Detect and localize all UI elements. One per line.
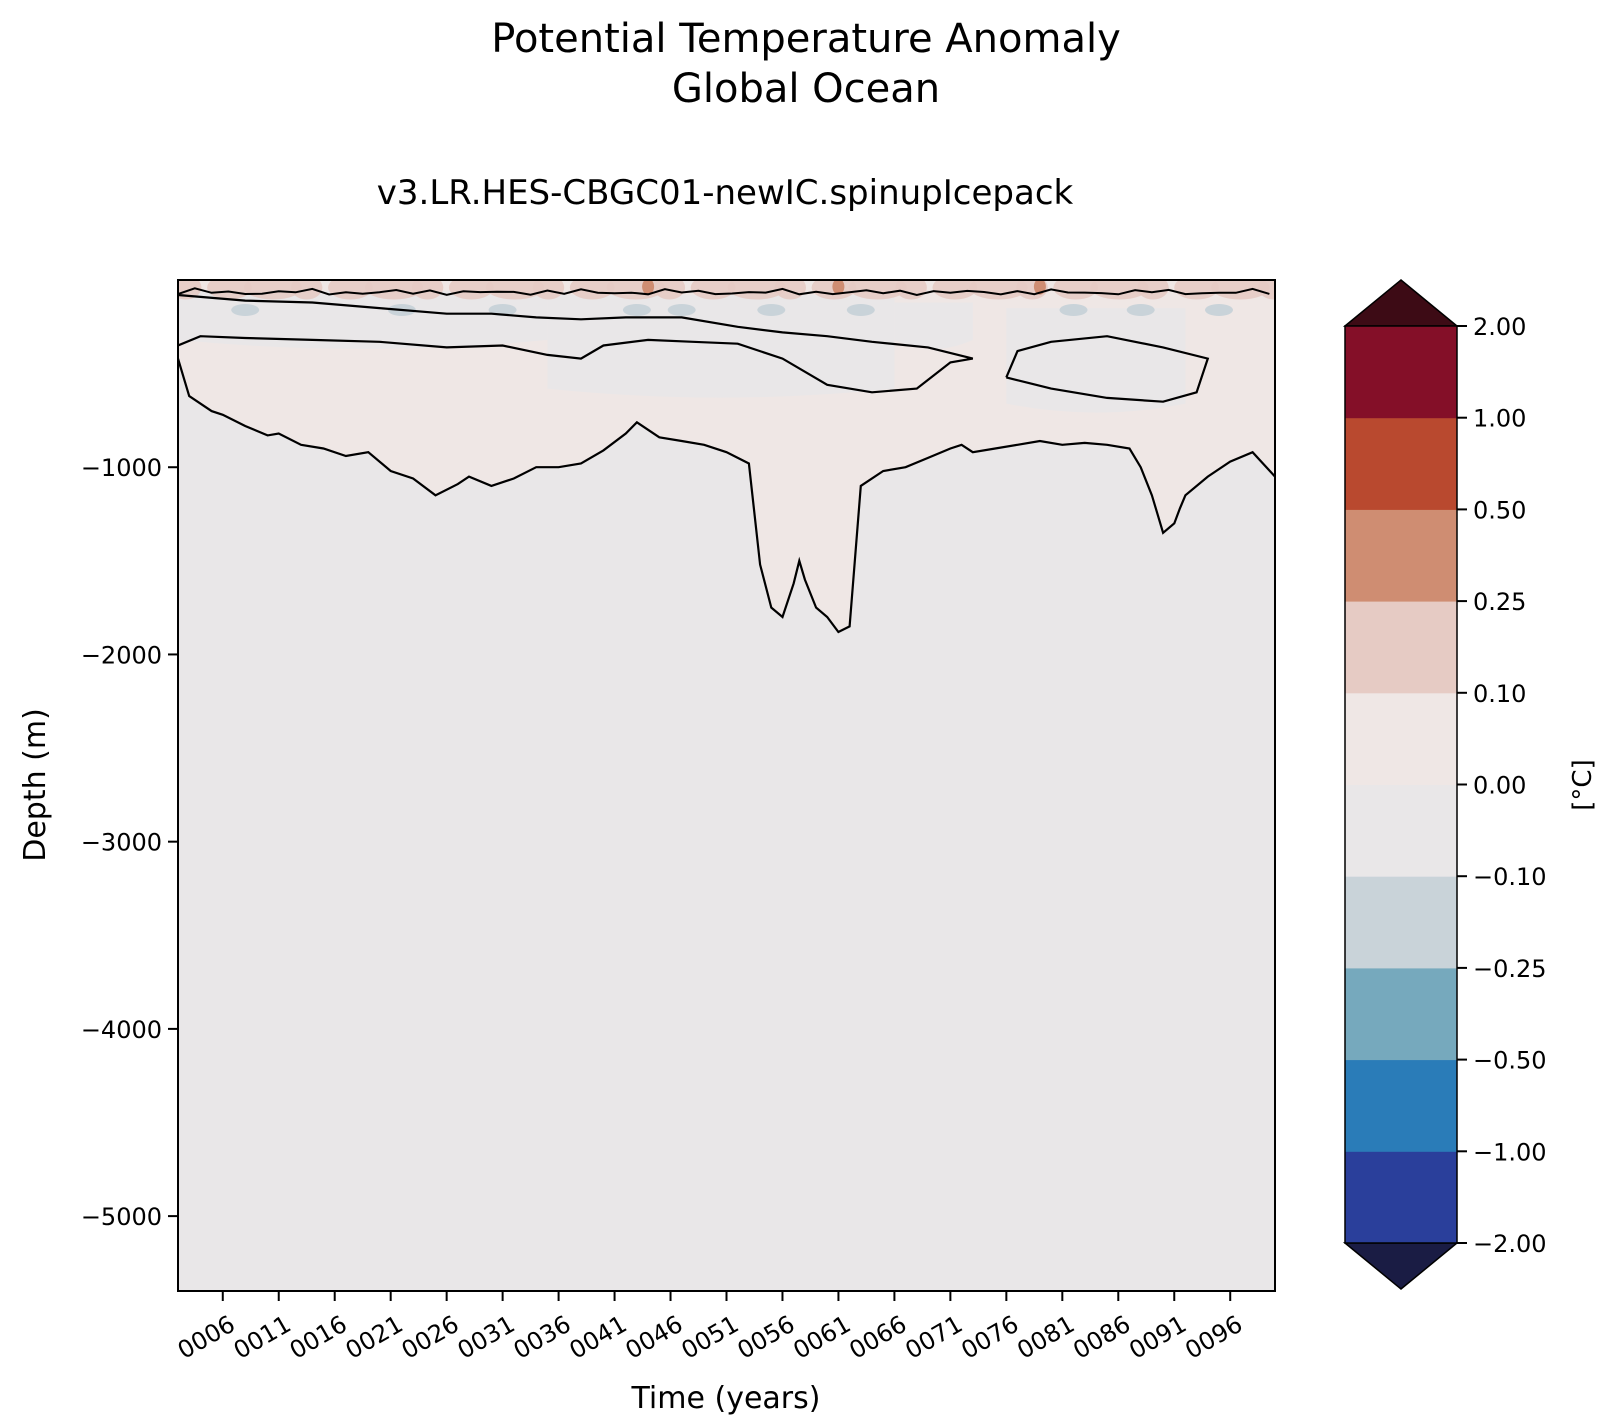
colorbar-over-arrow (1342, 279, 1460, 327)
surface-warm-patch (448, 280, 494, 300)
surface-cool-patch (846, 304, 875, 316)
y-tick-label: −3000 (81, 829, 162, 857)
x-tick-label: 0046 (621, 1310, 688, 1365)
chart-subtitle: v3.LR.HES-CBGC01-newIC.spinupIcepack (377, 173, 1074, 213)
colorbar-tick-label: 2.00 (1473, 313, 1526, 341)
surface-warm-patch (1137, 280, 1169, 300)
colorbar-tick-label: 0.00 (1473, 772, 1526, 800)
anomaly-field (178, 280, 1275, 632)
colorbar-under-arrow (1342, 1242, 1460, 1290)
surface-warm-patch (1258, 280, 1275, 300)
surface-warm-patch (1211, 280, 1270, 300)
x-tick-label: 0056 (733, 1310, 800, 1365)
colorbar-band (1345, 601, 1457, 694)
chart-title: Potential Temperature Anomaly (491, 16, 1121, 62)
colorbar-band (1345, 967, 1457, 1061)
x-tick-label: 0011 (229, 1310, 296, 1365)
x-tick-label: 0076 (956, 1310, 1023, 1365)
x-tick-label: 0026 (397, 1310, 464, 1365)
x-tick-label: 0041 (565, 1310, 632, 1365)
surface-hot-spot (642, 280, 655, 295)
surface-cool-patch (667, 304, 696, 316)
surface-cool-patch (622, 304, 651, 316)
colorbar-tick-label: −0.10 (1473, 863, 1547, 891)
surface-neutral-pocket (547, 294, 895, 398)
surface-warm-patch (932, 280, 978, 300)
colorbar-band (1345, 876, 1457, 969)
y-tick-label: −1000 (81, 454, 162, 482)
colorbar-band (1345, 509, 1457, 602)
x-tick-label: 0006 (173, 1310, 240, 1365)
colorbar-band (1345, 692, 1457, 785)
x-tick-label: 0051 (677, 1310, 744, 1365)
y-axis: −1000 −2000 −3000 −4000 −5000 (81, 454, 178, 1231)
plot-area (177, 279, 1276, 1292)
colorbar-band (1345, 1151, 1457, 1244)
colorbar-tick-label: 0.25 (1473, 588, 1526, 616)
colorbar-band (1345, 784, 1457, 877)
surface-neutral-pocket (894, 302, 973, 349)
y-tick-label: −4000 (81, 1016, 162, 1044)
surface-cool-patch (231, 304, 260, 316)
colorbar-tick-label: −1.00 (1473, 1138, 1547, 1166)
surface-cool-patch (1205, 304, 1233, 316)
colorbar-tick-label: 0.50 (1473, 496, 1526, 524)
colorbar-tick-label: −0.25 (1473, 955, 1547, 983)
colorbar-band (1345, 1059, 1457, 1152)
warm-layer-region (178, 280, 1275, 632)
surface-neutral-pocket (178, 291, 548, 349)
x-axis: 0006001100160021002600310036004100460051… (173, 1291, 1247, 1365)
x-tick-label: 0066 (845, 1310, 912, 1365)
x-tick-label: 0081 (1012, 1310, 1079, 1365)
zero-contours (178, 287, 1275, 634)
surface-warm-patch (969, 280, 1028, 300)
y-tick-label: −5000 (81, 1203, 162, 1231)
x-tick-label: 0016 (285, 1310, 352, 1365)
x-axis-label: Time (years) (631, 1381, 821, 1416)
x-tick-label: 0071 (900, 1310, 967, 1365)
y-tick-label: −2000 (81, 641, 162, 669)
surface-neutral-pocket (1006, 308, 1186, 413)
surface-cool-patch (1126, 304, 1155, 316)
surface-cool-patch (757, 304, 786, 316)
surface-warm-patch (328, 280, 373, 300)
x-tick-label: 0036 (509, 1310, 576, 1365)
colorbar-tick-label: 0.10 (1473, 680, 1526, 708)
colorbar-tick-label: 1.00 (1473, 405, 1526, 433)
upper-contour-line (178, 293, 974, 394)
zero-contour-line (178, 358, 1275, 634)
surface-warm-patch (1090, 280, 1149, 300)
surface-warm-patch (848, 280, 907, 300)
x-tick-label: 0086 (1068, 1310, 1135, 1365)
x-tick-label: 0021 (341, 1310, 408, 1365)
surface-contour-line (178, 287, 1270, 297)
chart-title-line2: Global Ocean (672, 66, 940, 112)
colorbar-tick-label: −0.50 (1473, 1047, 1547, 1075)
colorbar-label: [°C] (1568, 759, 1598, 810)
surface-warm-patch (207, 280, 252, 300)
x-tick-label: 0091 (1124, 1310, 1191, 1365)
y-axis-label: Depth (m) (18, 708, 53, 862)
surface-hot-spot (832, 280, 845, 295)
surface-warm-patch (727, 280, 786, 300)
surface-warm-patch (569, 280, 615, 300)
surface-warm-patch (411, 280, 444, 300)
x-tick-label: 0031 (453, 1310, 520, 1365)
colorbar: −2.00 −1.00 −0.50 −0.25 −0.10 0.00 0.10 0.25 0.5… (1342, 279, 1547, 1290)
surface-warm-patch (1053, 280, 1099, 300)
surface-cool-patch (1059, 304, 1088, 316)
colorbar-band (1345, 417, 1457, 510)
x-tick-label: 0061 (789, 1310, 856, 1365)
colorbar-band (1345, 326, 1457, 419)
x-tick-label: 0096 (1180, 1310, 1247, 1365)
isolated-contour-loop (1005, 335, 1210, 403)
colorbar-tick-label: −2.00 (1473, 1230, 1547, 1258)
